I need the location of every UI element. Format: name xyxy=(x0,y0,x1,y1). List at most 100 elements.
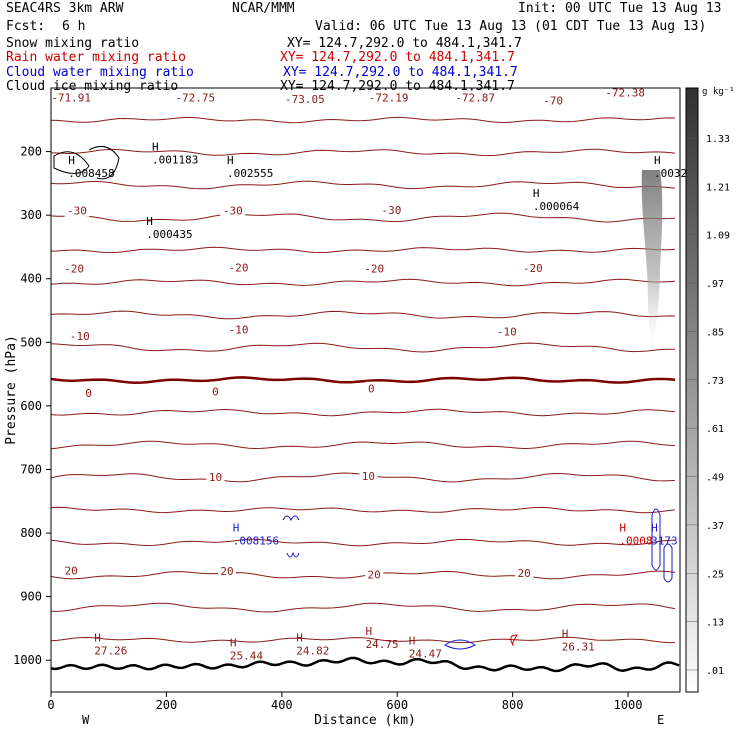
isotherm-line xyxy=(51,148,676,157)
contour-label: 10 xyxy=(209,471,222,484)
cloud-contour xyxy=(53,151,90,174)
maximum-value: 25.44 xyxy=(230,649,263,662)
maximum-marker: H xyxy=(651,521,658,534)
maximum-marker: H xyxy=(296,631,303,644)
colorbar-unit: g kg⁻¹ xyxy=(702,87,735,97)
contour-label-bg xyxy=(218,564,237,578)
colorbar-tick-label: .37 xyxy=(706,521,724,532)
contour-label-bg xyxy=(48,90,95,104)
maximum-value: .000435 xyxy=(146,228,192,241)
contour-label-bg xyxy=(226,260,252,274)
isotherm-lines xyxy=(51,116,676,644)
colorbar-tick-label: .49 xyxy=(706,473,724,484)
maximum-value: .008156 xyxy=(233,534,279,547)
field-xy-cloud-water: XY= 124.7,292.0 to 484.1,341.7 xyxy=(283,65,518,80)
field-xy-cloud-ice: XY= 124.7,292.0 to 484.1,341.7 xyxy=(280,79,515,94)
contour-label: -20 xyxy=(64,263,84,276)
maximum-value: .0008 xyxy=(619,534,652,547)
plot-frame xyxy=(50,87,681,693)
maximum-value: 27.26 xyxy=(94,644,127,657)
colorbar-tick-label: .61 xyxy=(706,424,724,435)
isotherm-line xyxy=(51,506,676,514)
maximum-marker: H xyxy=(366,625,373,638)
x-axis: 0 200 400 600 800 1000 xyxy=(47,692,643,712)
cloud-contour xyxy=(510,634,518,646)
isotherm-line xyxy=(51,116,676,124)
maximum-value: 3173 xyxy=(651,534,678,547)
maximum-marker: H xyxy=(68,154,75,167)
isotherm-line xyxy=(51,570,676,580)
maximum-value: .001183 xyxy=(152,154,198,167)
isotherm-line xyxy=(51,636,675,644)
colorbar-tick-label: .85 xyxy=(706,327,724,338)
cloud-contour xyxy=(651,508,661,571)
maximum-marker: H xyxy=(227,154,234,167)
organization: NCAR/MMM xyxy=(232,1,295,16)
contour-label-bg xyxy=(226,322,252,336)
contour-label-bg xyxy=(361,261,387,275)
contour-label-bg xyxy=(206,470,225,484)
contour-label-bg xyxy=(83,386,95,400)
init-time: Init: 00 UTC Tue 13 Aug 13 xyxy=(518,1,722,16)
direction-west: W xyxy=(82,713,90,727)
valid-time: Valid: 06 UTC Tue 13 Aug 13 (01 CDT Tue … xyxy=(315,19,707,34)
contour-label-bg xyxy=(378,203,404,217)
y-tick-label-700: 700 xyxy=(20,462,42,476)
isotherm-line xyxy=(51,538,676,547)
maximum-value: .000064 xyxy=(533,200,580,213)
contour-label-bg xyxy=(452,90,499,104)
colorbar-tick-label: 1.09 xyxy=(706,231,730,242)
y-tick-label-500: 500 xyxy=(20,335,42,349)
maximum-marker: H xyxy=(654,154,661,167)
colorbar-tick-label: .73 xyxy=(706,376,724,387)
x-tick-label-800: 800 xyxy=(502,698,524,712)
cloud-contour xyxy=(88,145,120,180)
contour-label-bg xyxy=(520,260,546,274)
x-axis-label: Distance (km) xyxy=(314,713,416,728)
colorbar-tick-label: 1.33 xyxy=(706,134,730,145)
maximum-marker: H xyxy=(562,628,569,641)
cloud-contour xyxy=(444,639,476,650)
contour-label: -72.87 xyxy=(455,92,495,105)
contour-label: 10 xyxy=(362,470,375,483)
contour-label-bg xyxy=(67,328,93,342)
contour-label-bg xyxy=(62,563,81,577)
contour-label-bg xyxy=(365,381,377,395)
contour-label-bg xyxy=(515,566,534,580)
forecast-hour: 6 h xyxy=(62,19,86,34)
colorbar-ticks: 1.33 1.21 1.09 .97 .85 .73 .61 .49 .37 .25 .13 .01 xyxy=(686,134,730,677)
x-tick-label-0: 0 xyxy=(47,698,54,712)
colorbar-tick-label: 1.21 xyxy=(706,182,730,193)
contour-label-bg xyxy=(359,468,378,482)
maximum-value: 24.75 xyxy=(366,638,399,651)
contour-label-bg xyxy=(365,567,384,581)
field-xy-rain: XY= 124.7,292.0 to 484.1,341.7 xyxy=(280,50,515,65)
contour-label: 20 xyxy=(220,565,233,578)
cloud-contour xyxy=(663,543,673,583)
contour-label: -71.91 xyxy=(51,92,91,105)
contour-label: 0 xyxy=(85,387,92,400)
contour-label: -73.05 xyxy=(285,93,325,106)
contour-label: 20 xyxy=(518,567,531,580)
contour-label-bg xyxy=(64,203,90,217)
freezing-level-line xyxy=(51,376,676,384)
forecast-label: Fcst: xyxy=(6,19,46,34)
maximum-marker: H xyxy=(94,631,101,644)
contour-label-bg xyxy=(602,85,649,99)
contour-label: -30 xyxy=(223,205,243,218)
cloud-features xyxy=(53,145,673,650)
contour-label: 20 xyxy=(368,568,381,581)
field-label-cloud-water: Cloud water mixing ratio xyxy=(6,65,194,80)
isotherm-line xyxy=(51,212,676,223)
contour-label: -20 xyxy=(364,263,384,276)
contour-label: -30 xyxy=(67,205,87,218)
y-tick-label-800: 800 xyxy=(20,526,42,540)
cloud-contour xyxy=(286,551,300,558)
contour-label-bg xyxy=(172,90,219,104)
y-tick-label-900: 900 xyxy=(20,590,42,604)
y-tick-label-600: 600 xyxy=(20,399,42,413)
isotherm-line xyxy=(51,440,676,450)
snow-plume xyxy=(641,170,663,345)
x-tick-label-200: 200 xyxy=(156,698,178,712)
